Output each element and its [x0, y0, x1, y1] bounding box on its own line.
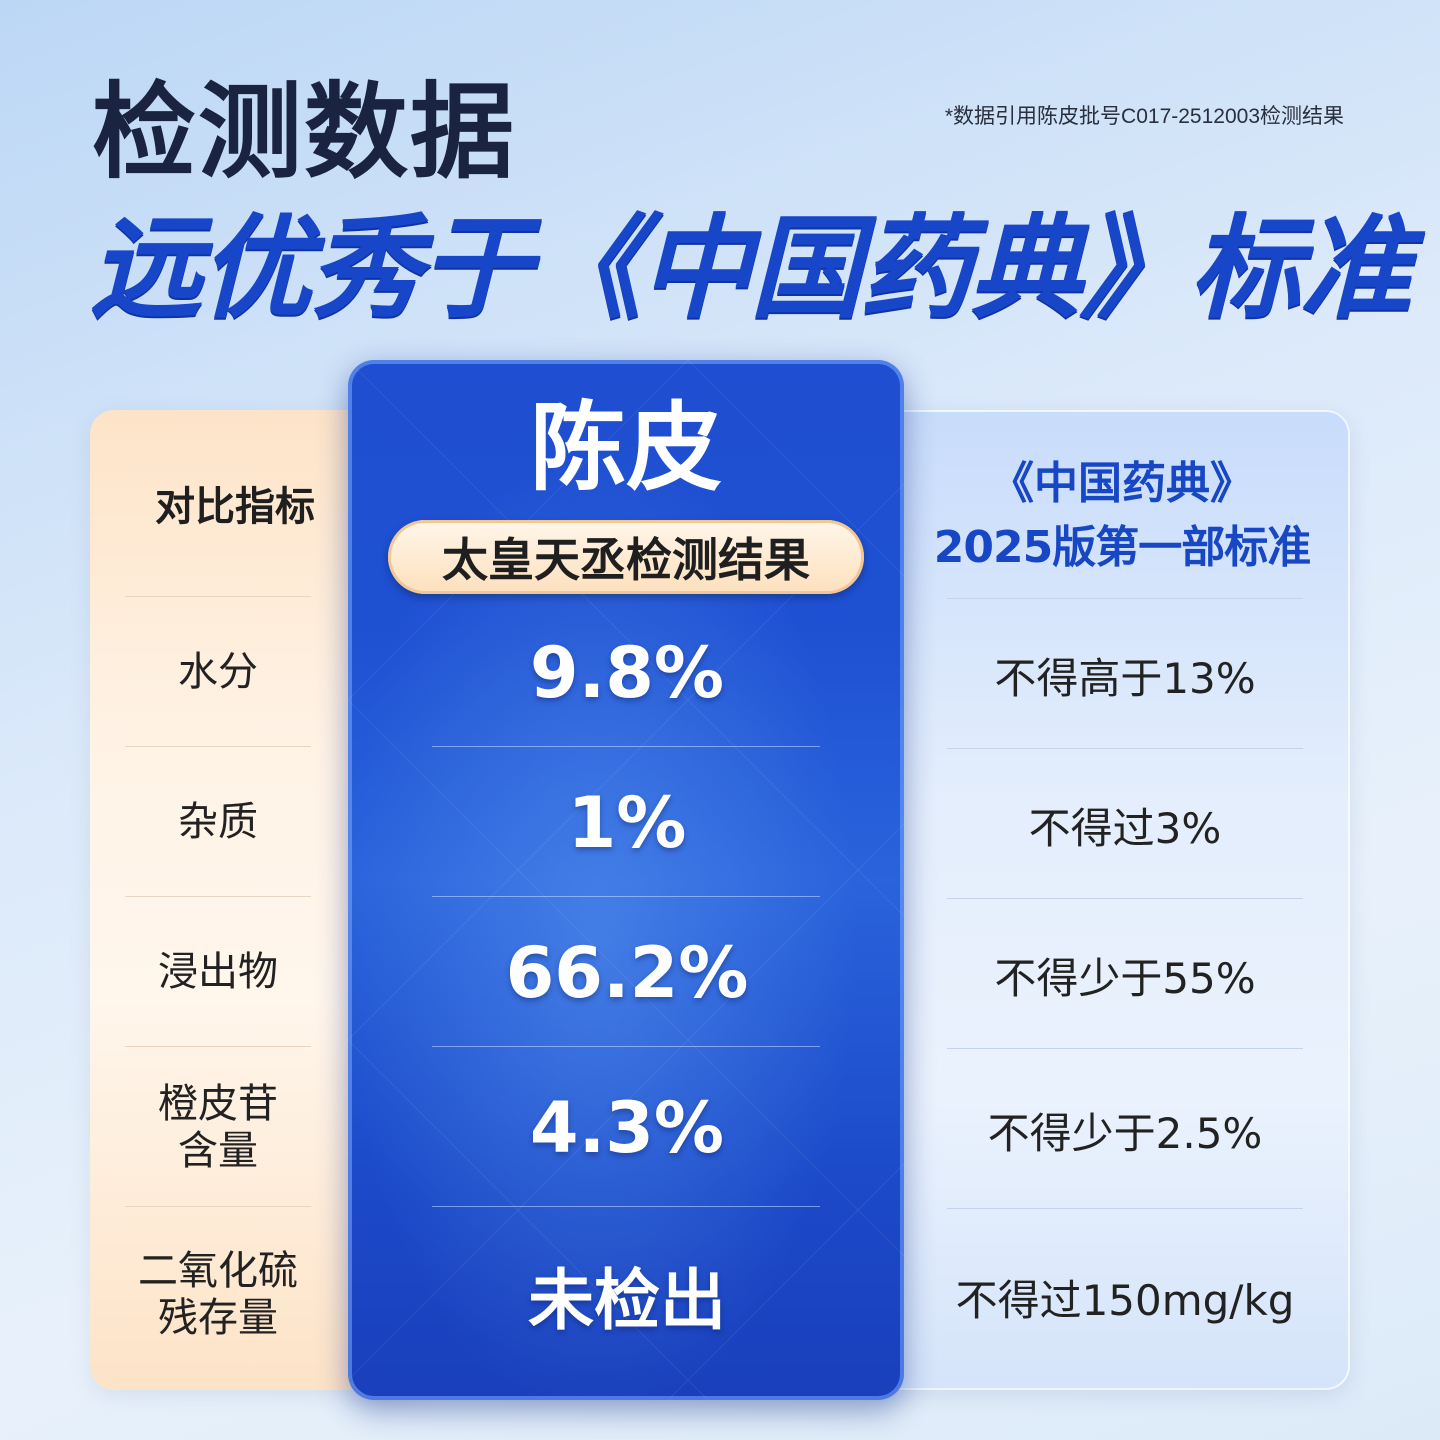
- divider: [125, 596, 311, 597]
- divider: [432, 896, 820, 897]
- standard-heading-line2: 2025版第一部标准: [933, 521, 1311, 573]
- standard-row-sulfur-dioxide: 不得过150mg/kg: [955, 1275, 1295, 1325]
- standard-heading: 《中国药典》 2025版第一部标准: [912, 452, 1332, 580]
- divider: [125, 896, 311, 897]
- indicator-heading: 对比指标: [155, 484, 315, 530]
- standard-row-impurity: 不得过3%: [1028, 803, 1222, 853]
- page-title: 检测数据: [92, 70, 517, 193]
- standard-heading-line1: 《中国药典》: [990, 458, 1254, 509]
- divider: [947, 748, 1303, 749]
- divider: [432, 1206, 820, 1207]
- result-row-moisture: 9.8%: [529, 632, 725, 714]
- divider: [947, 1048, 1303, 1049]
- divider: [947, 898, 1303, 899]
- product-title: 陈皮: [530, 392, 722, 504]
- divider: [125, 1046, 311, 1047]
- indicator-row-extract: 浸出物: [158, 949, 278, 996]
- data-source-footnote: *数据引用陈皮批号C017-2512003检测结果: [944, 105, 1344, 128]
- indicator-row-sulfur-dioxide: 二氧化硫 残存量: [138, 1247, 298, 1341]
- standard-row-extract: 不得少于55%: [994, 953, 1256, 1003]
- result-row-hesperidin: 4.3%: [529, 1087, 725, 1169]
- indicator-row-impurity: 杂质: [178, 799, 258, 846]
- standard-row-hesperidin: 不得少于2.5%: [987, 1108, 1263, 1158]
- result-badge: 太皇天丞检测结果: [388, 520, 864, 594]
- divider: [947, 1208, 1303, 1209]
- standard-row-moisture: 不得高于13%: [994, 653, 1256, 703]
- result-row-extract: 66.2%: [505, 932, 749, 1014]
- divider: [432, 1046, 820, 1047]
- divider: [947, 598, 1303, 599]
- divider: [432, 746, 820, 747]
- result-row-sulfur-dioxide: 未检出: [528, 1262, 726, 1339]
- divider: [125, 1206, 311, 1207]
- result-row-impurity: 1%: [567, 782, 687, 864]
- page-subtitle: 远优秀于《中国药典》标准: [90, 203, 1412, 334]
- divider: [125, 746, 311, 747]
- result-column: 陈皮 太皇天丞检测结果 9.8% 1% 66.2% 4.3% 未检出: [348, 360, 904, 1400]
- indicator-row-hesperidin: 橙皮苷 含量: [158, 1080, 278, 1174]
- standard-column: 《中国药典》 2025版第一部标准 不得高于13% 不得过3% 不得少于55% …: [870, 410, 1350, 1390]
- indicator-row-moisture: 水分: [178, 649, 258, 696]
